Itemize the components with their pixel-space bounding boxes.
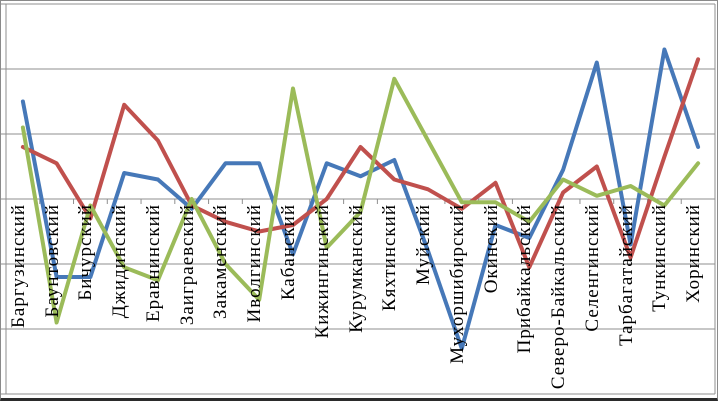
x-axis-label: Прибайкальский: [514, 204, 536, 354]
x-axis-label: Закаменский: [210, 204, 232, 319]
x-axis-label: Мухоршибирский: [446, 204, 468, 364]
x-axis-label: Тарбагатайский: [615, 204, 637, 347]
series-line-green: [20, 76, 701, 325]
x-axis-label: Окинский: [480, 204, 502, 294]
x-axis-label: Заиграевский: [176, 204, 198, 326]
x-axis-label: Баргузинский: [7, 204, 29, 328]
x-axis-label: Хоринский: [683, 204, 705, 303]
series-line-red: [20, 57, 701, 270]
x-axis-label: Тункинский: [649, 204, 671, 312]
x-axis-label: Северо-Байкальский: [548, 204, 570, 390]
x-axis-label: Баунтовский: [41, 204, 63, 318]
series-line-blue: [20, 47, 701, 351]
x-axis-label: Бичурский: [75, 204, 97, 301]
x-axis-label: Иволгинский: [244, 204, 266, 323]
x-axis-label: Селенгинский: [581, 204, 603, 332]
x-axis-label: Муйский: [413, 204, 435, 286]
x-axis-label: Кабанский: [277, 204, 299, 301]
x-axis-label: Курумканский: [345, 204, 367, 333]
x-axis-label: Кижингинский: [311, 204, 333, 339]
x-axis-label: Джидинский: [109, 204, 131, 319]
x-axis-label: Еравнинский: [142, 204, 164, 323]
x-axis-label: Кяхтинский: [379, 204, 401, 312]
